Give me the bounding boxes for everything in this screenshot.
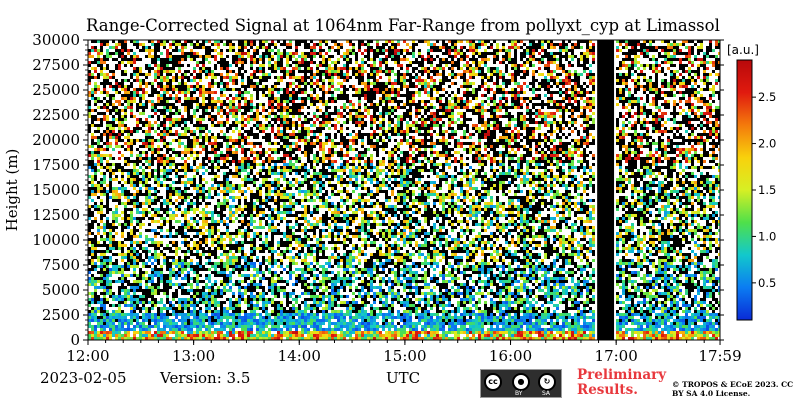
license-text: © TROPOS & ECoE 2023. CC BY SA 4.0 Licen… [672,380,794,398]
cc-icon: cc [484,373,502,391]
x-axis-label: UTC [386,369,421,387]
y-tick-label: 5000 [42,281,80,299]
colorbar [736,59,753,321]
x-tick-label: 12:00 [66,347,109,365]
by-icon: ● [512,373,530,391]
y-axis-label: Height (m) [3,149,21,232]
axis-labels: 12:00 13:00 14:00 15:00 16:00 17:00 17:59 0 2500… [3,31,742,365]
by-label: BY [515,390,523,397]
x-tick-label: 16:00 [489,347,532,365]
y-tick-label: 10000 [32,231,80,249]
colorbar-tick-label: 1.5 [758,183,776,197]
colorbar-label: [a.u.] [727,43,759,57]
y-tick-label: 7500 [42,256,80,274]
y-tick-label: 15000 [32,181,80,199]
x-tick-label: 13:00 [172,347,215,365]
colorbar-tick-label: 0.5 [758,276,776,290]
colorbar-tick-label: 2.5 [758,90,776,104]
colorbar-tick-label: 1.0 [758,229,776,243]
y-tick-label: 2500 [42,306,80,324]
chart-title: Range-Corrected Signal at 1064nm Far-Ran… [86,16,720,35]
y-tick-label: 17500 [32,156,80,174]
no-data-band [597,40,615,340]
y-tick-label: 25000 [32,81,80,99]
x-tick-label: 14:00 [278,347,321,365]
y-tick-label: 12500 [32,206,80,224]
version-label: Version: 3.5 [160,369,251,387]
date-label: 2023-02-05 [40,369,127,387]
y-tick-label: 20000 [32,131,80,149]
sa-label: SA [542,390,551,397]
y-tick-label: 30000 [32,31,80,49]
x-tick-label: 15:00 [383,347,426,365]
x-tick-label: 17:00 [595,347,638,365]
colorbar-ticks: 0.5 1.0 1.5 2.0 2.5 [a.u.] [727,43,776,290]
y-tick-label: 0 [70,331,80,349]
x-tick-label: 17:59 [698,347,741,365]
sa-icon: ↻ [538,373,556,391]
cc-license-badge: cc ● ↻ BY SA [480,369,562,398]
y-tick-label: 27500 [32,56,80,74]
heatmap-layer [88,40,720,340]
y-tick-label: 22500 [32,106,80,124]
preliminary-notice: Preliminary Results. [577,367,667,398]
colorbar-tick-label: 2.0 [758,137,776,151]
plot-frame [87,39,721,341]
